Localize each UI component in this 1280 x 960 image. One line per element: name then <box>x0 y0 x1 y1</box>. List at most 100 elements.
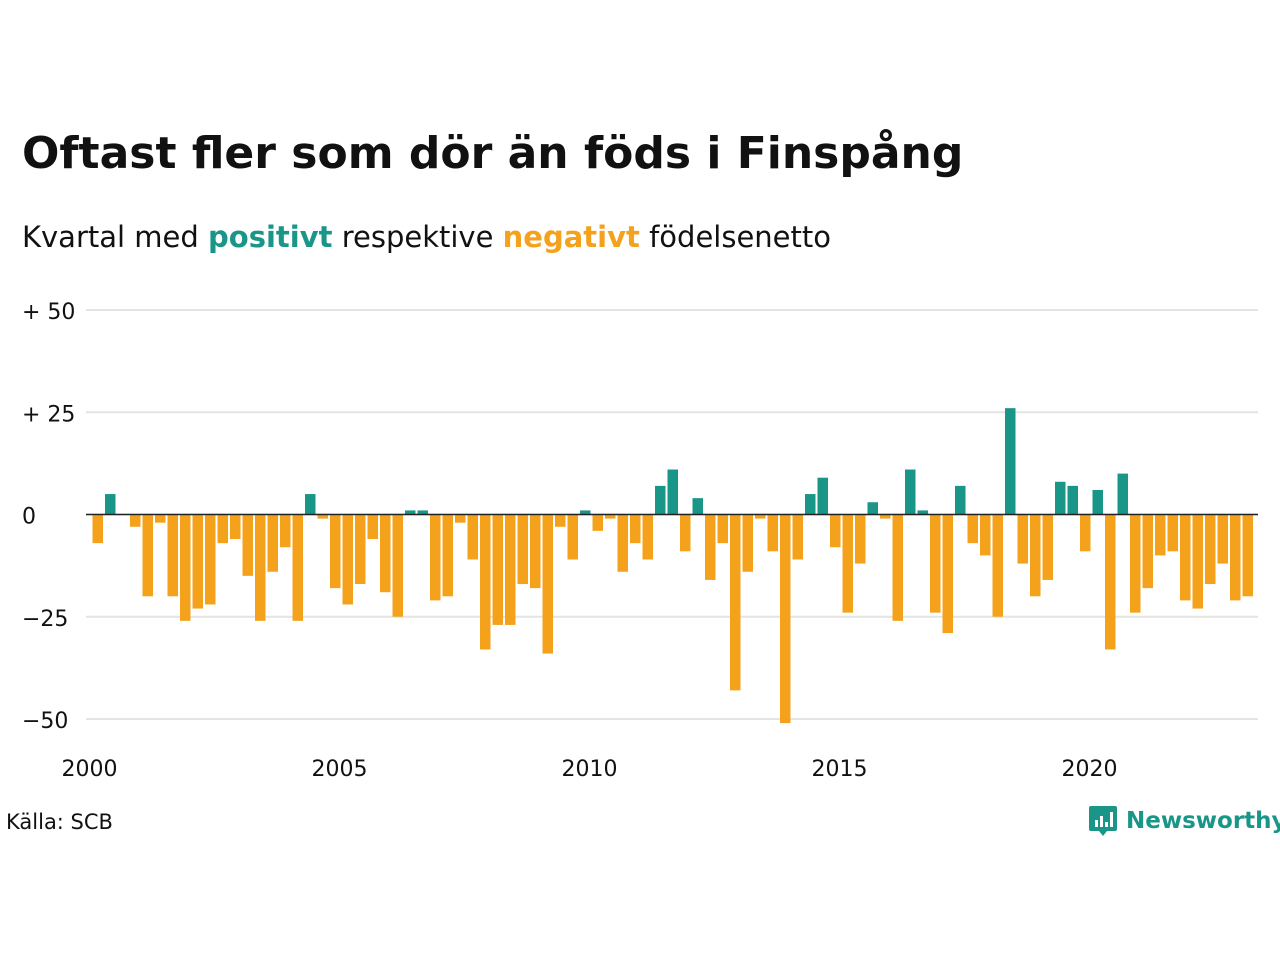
bar <box>705 514 716 580</box>
bar <box>405 510 416 515</box>
bar <box>1217 514 1228 564</box>
bar <box>492 514 503 625</box>
bar <box>742 514 753 572</box>
subtitle-middle: respektive <box>341 220 494 254</box>
bar <box>480 514 491 650</box>
bar <box>1205 514 1216 585</box>
bar <box>1192 514 1203 609</box>
bar <box>105 494 116 515</box>
x-tick-label: 2010 <box>562 757 618 782</box>
bar <box>1042 514 1053 580</box>
bar <box>1155 514 1166 556</box>
bar <box>1117 473 1128 515</box>
bar <box>217 514 228 544</box>
bar <box>1167 514 1178 552</box>
bar <box>317 514 328 519</box>
y-tick-label: −50 <box>22 709 68 734</box>
bar <box>642 514 653 560</box>
bar <box>330 514 341 589</box>
bar <box>1080 514 1091 552</box>
bar <box>355 514 366 585</box>
bar <box>780 514 791 724</box>
subtitle-negative-word: negativt <box>502 220 640 254</box>
subtitle-prefix: Kvartal med <box>22 220 199 254</box>
bar <box>880 514 891 519</box>
bar <box>130 514 141 527</box>
bar <box>142 514 153 597</box>
brand-name: Newsworthy <box>1126 808 1280 834</box>
bar <box>617 514 628 572</box>
bar <box>92 514 103 544</box>
bar <box>1017 514 1028 564</box>
bar <box>205 514 216 605</box>
bar <box>855 514 866 564</box>
bar <box>592 514 603 531</box>
bar <box>680 514 691 552</box>
bar <box>292 514 303 621</box>
bar <box>967 514 978 544</box>
chart-subtitle: Kvartal med positivt respektive negativt… <box>22 220 831 254</box>
x-tick-label: 2015 <box>812 757 868 782</box>
bar <box>517 514 528 585</box>
bar <box>630 514 641 544</box>
bar <box>430 514 441 601</box>
bar <box>342 514 353 605</box>
bar <box>980 514 991 556</box>
subtitle-suffix: födelsenetto <box>649 220 831 254</box>
newsworthy-logo-icon <box>1089 806 1117 836</box>
y-tick-label: −25 <box>22 607 68 632</box>
bar <box>542 514 553 654</box>
bar <box>655 485 666 515</box>
bar <box>567 514 578 560</box>
x-tick-label: 2020 <box>1062 757 1118 782</box>
bar <box>867 502 878 515</box>
bar <box>455 514 466 523</box>
bar <box>792 514 803 560</box>
bar <box>367 514 378 540</box>
bar <box>1092 489 1103 515</box>
bar <box>667 469 678 515</box>
bar <box>442 514 453 597</box>
bar <box>417 510 428 515</box>
bar <box>1230 514 1241 601</box>
bar <box>505 514 516 625</box>
bar <box>530 514 541 589</box>
chart-title: Oftast fler som dör än föds i Finspång <box>22 128 964 179</box>
x-tick-label: 2000 <box>62 757 118 782</box>
bar <box>242 514 253 576</box>
bar <box>755 514 766 519</box>
bar <box>1030 514 1041 597</box>
bar <box>1005 408 1016 515</box>
bar <box>280 514 291 548</box>
brand: Newsworthy <box>1088 804 1280 838</box>
bar <box>917 510 928 515</box>
bar <box>930 514 941 613</box>
subtitle-positive-word: positivt <box>208 220 333 254</box>
bar <box>1130 514 1141 613</box>
y-tick-label: + 50 <box>22 300 75 325</box>
bar <box>805 494 816 515</box>
bar <box>992 514 1003 617</box>
bar <box>255 514 266 621</box>
bar <box>1055 481 1066 515</box>
bar <box>605 514 616 519</box>
bar <box>767 514 778 552</box>
bar <box>392 514 403 617</box>
bar <box>730 514 741 691</box>
bar <box>1067 485 1078 515</box>
bar <box>692 498 703 515</box>
bar <box>817 477 828 515</box>
bar <box>842 514 853 613</box>
bar <box>830 514 841 548</box>
bar <box>942 514 953 634</box>
bar <box>192 514 203 609</box>
bar <box>555 514 566 527</box>
bar <box>1105 514 1116 650</box>
bar <box>180 514 191 621</box>
bar <box>905 469 916 515</box>
bar <box>1142 514 1153 589</box>
bar <box>892 514 903 621</box>
y-tick-label: + 25 <box>22 402 75 427</box>
bar <box>155 514 166 523</box>
